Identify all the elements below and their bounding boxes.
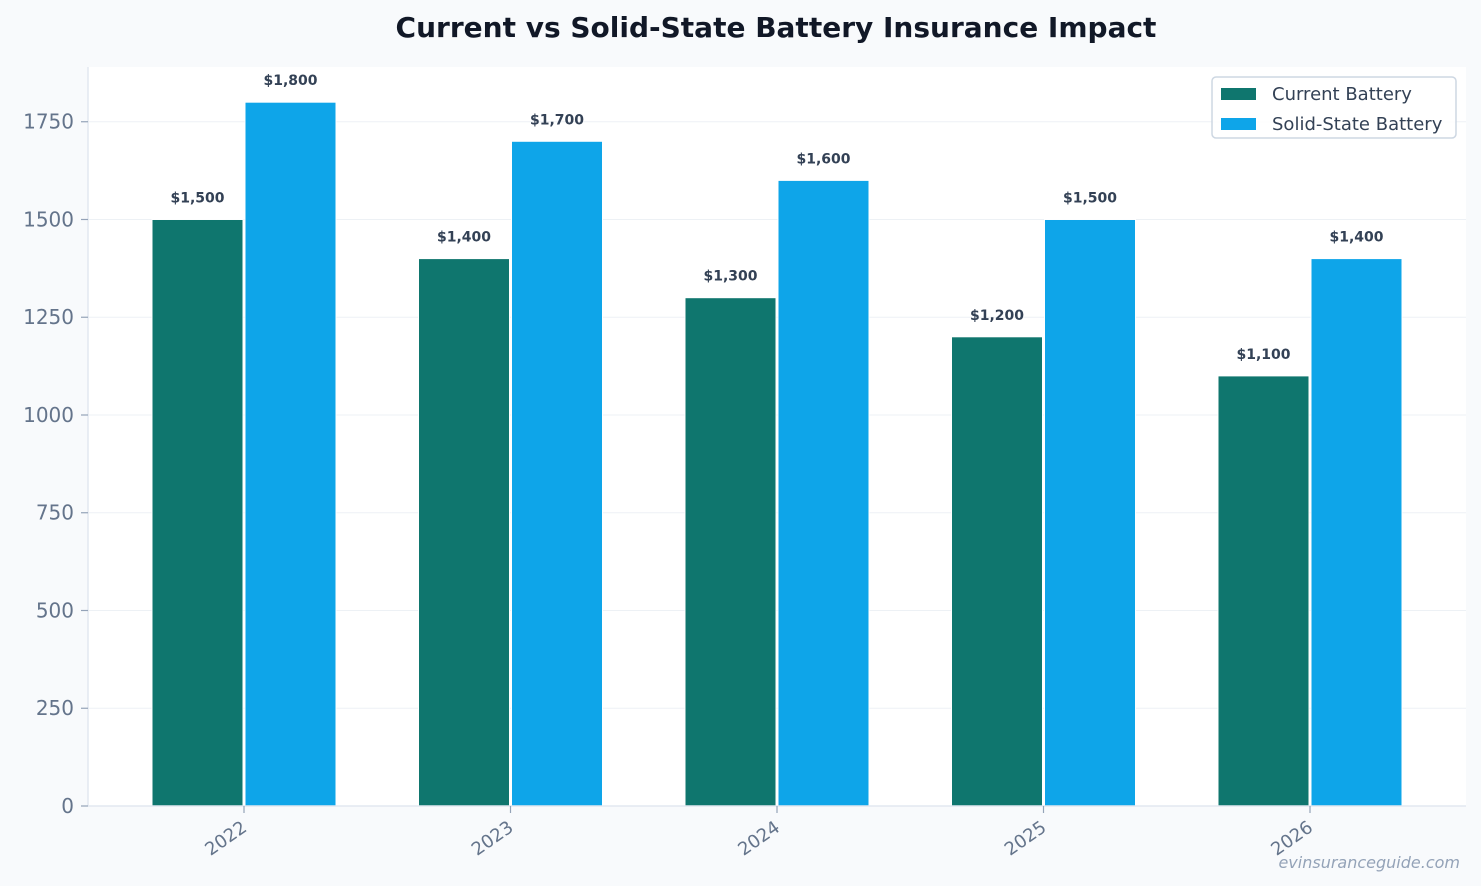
- y-tick-label: 1750: [23, 110, 74, 134]
- x-axis-ticks: 2022 2023 2024 2025 2026: [201, 806, 1317, 860]
- y-tick-label: 1000: [23, 403, 74, 427]
- y-tick-label: 250: [36, 696, 74, 720]
- bar-current-2022[interactable]: [151, 218, 244, 807]
- y-tick-label: 0: [61, 794, 74, 818]
- bar-value-label: $1,200: [970, 308, 1024, 324]
- bar-value-label: $1,400: [437, 230, 491, 246]
- bar-solid-state-2026[interactable]: [1310, 258, 1403, 807]
- bar-current-2024[interactable]: [684, 297, 777, 807]
- legend-swatch: [1221, 88, 1256, 100]
- bar-value-label: $1,800: [263, 73, 317, 89]
- bar-value-label: $1,500: [1063, 190, 1117, 206]
- legend-box: [1211, 76, 1457, 139]
- bar-solid-state-2024[interactable]: [777, 179, 870, 807]
- x-tick-label: 2024: [734, 817, 784, 860]
- bar-solid-state-2022[interactable]: [244, 101, 337, 807]
- y-tick-label: 1250: [23, 305, 74, 329]
- legend-label: Solid-State Battery: [1272, 114, 1443, 135]
- legend[interactable]: Current Battery Solid-State Battery: [1211, 76, 1457, 139]
- x-tick-label: 2023: [468, 817, 518, 860]
- bar-value-labels: $1,500 $1,800 $1,400 $1,700 $1,300 $1,600 $1,2…: [170, 73, 1383, 363]
- y-tick-label: 500: [36, 598, 74, 622]
- bar-value-label: $1,400: [1329, 230, 1383, 246]
- bar-value-label: $1,300: [703, 269, 757, 285]
- bar-value-label: $1,700: [530, 112, 584, 128]
- x-tick-label: 2025: [1001, 817, 1051, 860]
- chart-title: Current vs Solid-State Battery Insurance…: [396, 11, 1157, 44]
- y-tick-label: 1500: [23, 207, 74, 231]
- bar-solid-state-2025[interactable]: [1044, 218, 1136, 807]
- bar-current-2023[interactable]: [418, 258, 510, 807]
- bar-current-2026[interactable]: [1217, 375, 1310, 807]
- x-tick-label: 2022: [201, 817, 251, 860]
- watermark-text: evinsuranceguide.com: [1278, 853, 1460, 872]
- y-axis-ticks: 0 250 500 750 1000 1250 1500 1750: [23, 110, 88, 818]
- bar-value-label: $1,500: [170, 190, 224, 206]
- legend-swatch: [1221, 118, 1256, 130]
- bar-current-2025[interactable]: [951, 336, 1043, 807]
- bar-value-label: $1,600: [796, 151, 850, 167]
- bar-solid-state-2023[interactable]: [511, 140, 603, 807]
- legend-label: Current Battery: [1272, 84, 1412, 105]
- y-tick-label: 750: [36, 501, 74, 525]
- bars: [151, 101, 1403, 807]
- bar-value-label: $1,100: [1236, 347, 1290, 363]
